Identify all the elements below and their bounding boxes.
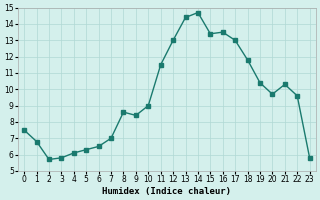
X-axis label: Humidex (Indice chaleur): Humidex (Indice chaleur) bbox=[102, 187, 231, 196]
